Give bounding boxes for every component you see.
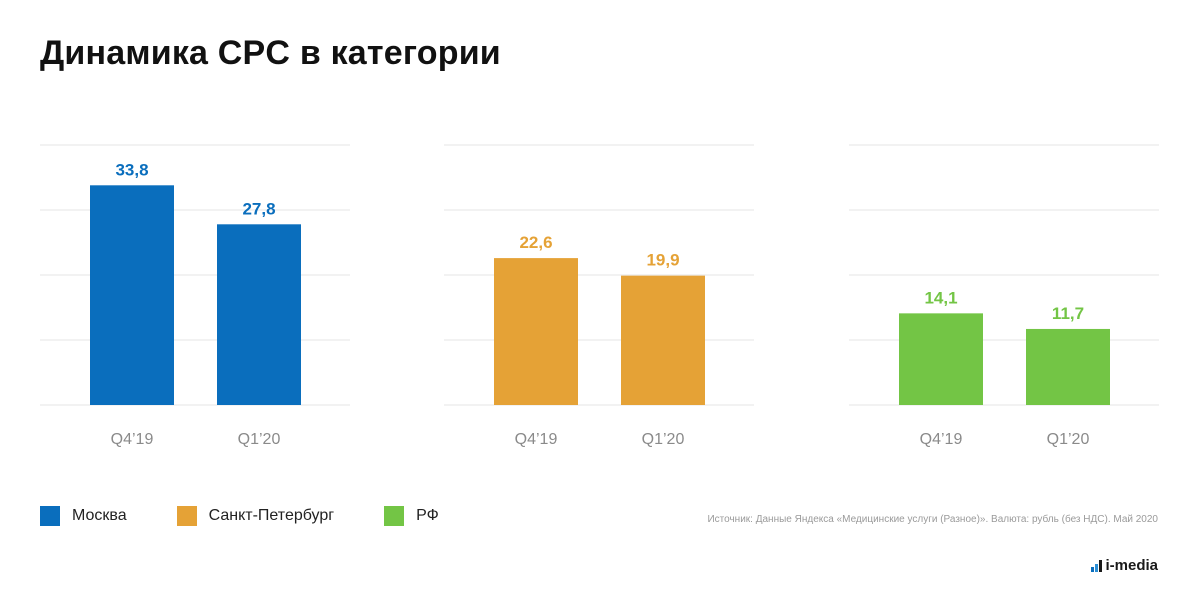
bar-rf-1 — [1026, 328, 1110, 405]
legend: Москва Санкт-Петербург РФ — [40, 506, 439, 526]
legend-item-rf: РФ — [384, 506, 439, 526]
value-label-moscow-1: 27,8 — [242, 199, 275, 218]
legend-swatch-moscow — [40, 506, 60, 526]
bar-spb-0 — [494, 258, 578, 405]
chart-title: Динамика CPC в категории — [40, 34, 501, 72]
value-label-rf-1: 11,7 — [1052, 304, 1084, 323]
bar-rf-0 — [899, 313, 983, 405]
legend-label-moscow: Москва — [72, 507, 127, 524]
tick-label-rf-1: Q1’20 — [1047, 431, 1090, 448]
bar-charts: 33,8 Q4’19 27,8 Q1’20 22,6 Q4’19 19,9 Q1’20 14,1… — [40, 144, 1159, 448]
source-note: Источник: Данные Яндекса «Медицинские ус… — [707, 514, 1158, 525]
value-label-spb-1: 19,9 — [646, 251, 679, 270]
imedia-logo: i-media — [1091, 557, 1158, 574]
logo-bars-icon — [1091, 559, 1103, 572]
value-label-spb-0: 22,6 — [519, 233, 552, 252]
bar-moscow-0 — [90, 185, 174, 405]
bar-spb-1 — [621, 275, 705, 405]
tick-label-moscow-0: Q4’19 — [111, 431, 154, 448]
tick-label-moscow-1: Q1’20 — [238, 431, 281, 448]
legend-label-spb: Санкт-Петербург — [208, 507, 335, 524]
legend-item-moscow: Москва — [40, 506, 127, 526]
legend-swatch-rf — [384, 506, 405, 526]
logo-text: i-media — [1105, 557, 1158, 574]
value-label-moscow-0: 33,8 — [115, 160, 148, 179]
legend-label-rf: РФ — [416, 507, 439, 524]
tick-label-spb-0: Q4’19 — [515, 431, 558, 448]
tick-label-rf-0: Q4’19 — [920, 431, 963, 448]
bar-moscow-1 — [217, 224, 301, 405]
tick-label-spb-1: Q1’20 — [642, 431, 685, 448]
value-label-rf-0: 14,1 — [924, 288, 957, 307]
legend-swatch-spb — [176, 506, 197, 526]
legend-item-spb: Санкт-Петербург — [176, 506, 335, 526]
